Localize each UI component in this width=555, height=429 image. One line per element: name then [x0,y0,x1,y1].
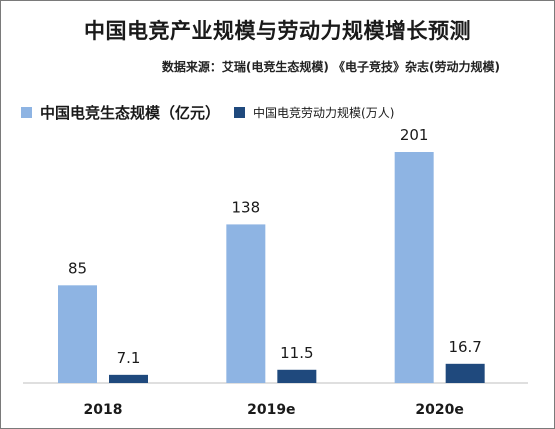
legend-item-ecosystem: 中国电竞生态规模（亿元） [21,102,220,123]
bar-ecosystem-2020e [394,152,434,383]
x-tick-label-2020e: 2020e [415,402,463,418]
legend-item-workforce: 中国电竞劳动力规模(万人) [234,104,394,121]
legend-label-workforce: 中国电竞劳动力规模(万人) [253,106,395,120]
chart-title: 中国电竞产业规模与劳动力规模增长预测 [84,19,471,43]
legend-swatch-ecosystem [21,107,32,118]
data-label-ecosystem-2019e: 138 [232,198,261,216]
data-label-ecosystem-2020e: 201 [400,126,429,144]
chart-legend: 中国电竞生态规模（亿元） 中国电竞劳动力规模(万人) [21,102,408,123]
bar-workforce-2018 [109,374,148,383]
data-label-workforce-2019e: 11.5 [280,344,313,362]
x-tick-label-2019e: 2019e [247,402,295,418]
data-source-note: 数据来源：艾瑞(电竞生态规模) 《电子竞技》杂志(劳动力规模) [161,60,500,74]
bar-workforce-2019e [277,369,317,383]
data-label-workforce-2020e: 16.7 [448,338,481,356]
bar-ecosystem-2018 [58,285,97,383]
bar-ecosystem-2019e [226,224,266,383]
data-label-ecosystem-2018: 85 [68,259,87,277]
legend-label-ecosystem: 中国电竞生态规模（亿元） [40,104,221,122]
bar-workforce-2020e [445,363,485,383]
x-tick-label-2018: 2018 [84,402,123,418]
legend-swatch-workforce [234,107,246,118]
data-label-workforce-2018: 7.1 [117,349,141,367]
